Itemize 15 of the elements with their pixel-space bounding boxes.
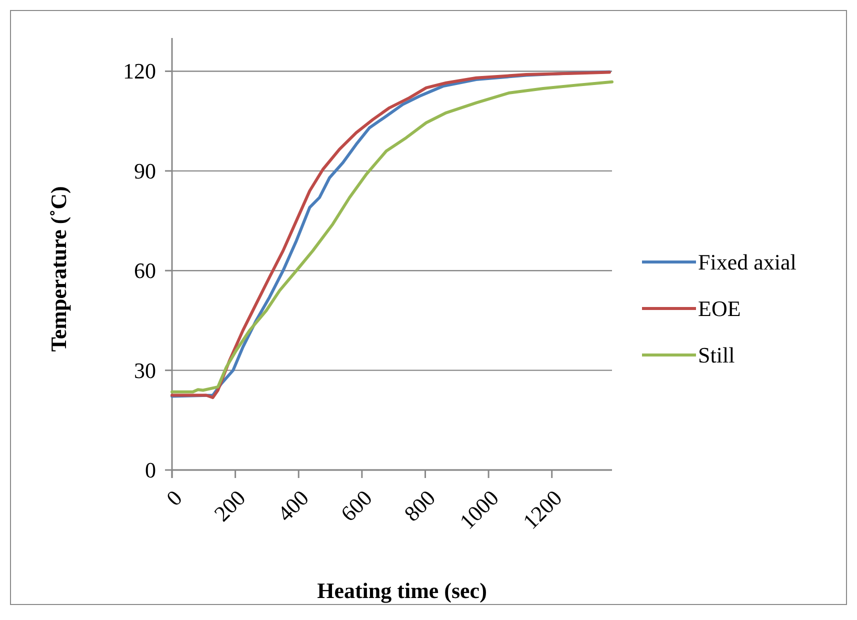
x-tick-label: 400 bbox=[272, 485, 314, 526]
x-tick-label: 800 bbox=[399, 485, 440, 526]
x-tick-label: 0 bbox=[161, 485, 187, 511]
y-tick-label: 90 bbox=[134, 158, 156, 184]
legend-label: Fixed axial bbox=[698, 250, 796, 274]
y-tick-label: 30 bbox=[134, 358, 156, 383]
x-tick-label: 600 bbox=[336, 485, 377, 526]
legend-label: EOE bbox=[698, 296, 741, 321]
y-tick-label: 0 bbox=[145, 458, 156, 482]
y-tick-label: 120 bbox=[123, 58, 156, 84]
y-axis-title: Temperature (˚C) bbox=[46, 186, 71, 352]
x-tick-label: 200 bbox=[209, 485, 250, 526]
y-tick-label: 60 bbox=[134, 258, 156, 284]
legend-label: Still bbox=[698, 342, 735, 368]
x-axis-title: Heating time (sec) bbox=[317, 578, 487, 603]
